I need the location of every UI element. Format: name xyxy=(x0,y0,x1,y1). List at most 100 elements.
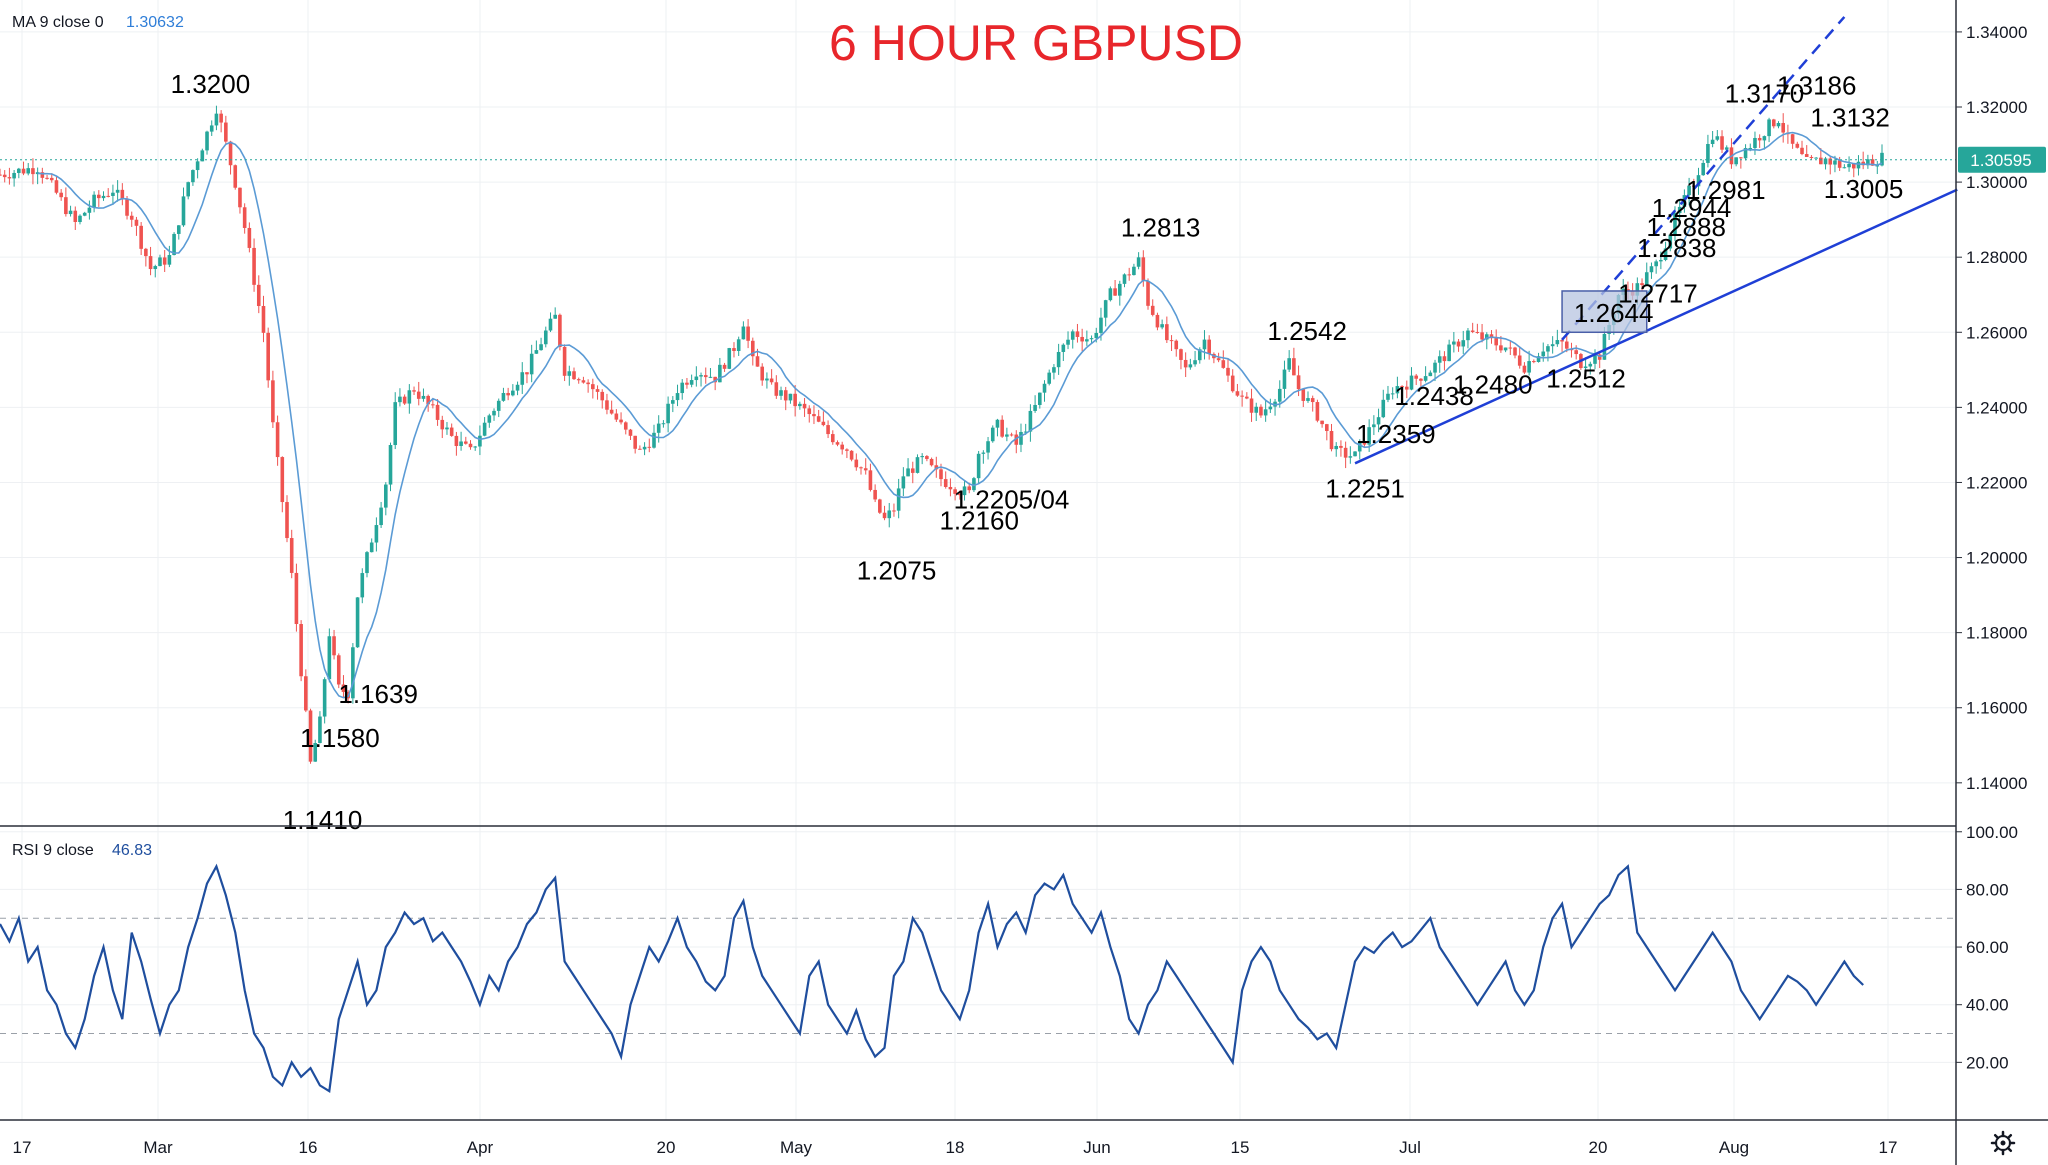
candle-body xyxy=(755,356,760,367)
candle-body xyxy=(1155,314,1160,328)
candle-body xyxy=(261,306,266,333)
candle-body xyxy=(915,457,920,473)
candle-body xyxy=(553,314,557,319)
candle-body xyxy=(445,427,449,430)
grid xyxy=(0,0,1956,1120)
ma-legend-value: 1.30632 xyxy=(126,14,184,31)
candle-body xyxy=(1122,274,1127,284)
candle-body xyxy=(468,443,473,448)
candle-body xyxy=(840,444,844,450)
candle-body xyxy=(285,502,289,539)
candle-body xyxy=(605,400,609,410)
candle-body xyxy=(299,624,303,677)
candle-body xyxy=(821,421,826,426)
candle-body xyxy=(689,380,694,385)
chart-title: 6 HOUR GBPUSD xyxy=(829,15,1243,71)
candle-body xyxy=(233,165,238,188)
price-tick-label: 1.20000 xyxy=(1966,549,2027,568)
candle-body xyxy=(1014,434,1019,445)
candle-body xyxy=(1814,157,1818,159)
candle-body xyxy=(111,192,115,196)
candle-body xyxy=(1437,356,1442,363)
price-annotation: 1.3200 xyxy=(171,69,251,99)
candle-body xyxy=(1306,398,1310,401)
candle-body xyxy=(1070,331,1075,340)
candle-body xyxy=(242,207,247,228)
candle-body xyxy=(1066,339,1070,345)
candle-body xyxy=(1734,157,1738,165)
candle-body xyxy=(1146,281,1150,306)
candle-body xyxy=(543,330,548,345)
candle-body xyxy=(1771,119,1776,127)
candle-body xyxy=(1701,162,1706,176)
candle-body xyxy=(967,486,972,491)
candle-body xyxy=(1423,376,1428,381)
trendline-solid xyxy=(1354,188,1958,465)
candle-body xyxy=(1602,333,1607,360)
rsi-tick-label: 40.00 xyxy=(1966,996,2009,1015)
candle-body xyxy=(379,507,383,526)
price-annotation: 1.2888 xyxy=(1646,212,1726,242)
candle-body xyxy=(1132,266,1136,276)
candles xyxy=(0,105,1884,764)
candle-body xyxy=(939,469,943,480)
candle-body xyxy=(1795,143,1800,148)
candle-body xyxy=(106,195,111,197)
candle-body xyxy=(1136,257,1141,267)
candle-body xyxy=(892,510,896,512)
candle-body xyxy=(1395,386,1400,394)
candle-body xyxy=(699,375,703,377)
last-price-tag-text: 1.30595 xyxy=(1970,151,2031,170)
candle-body xyxy=(1230,375,1235,392)
candle-body xyxy=(1117,283,1122,296)
candle-body xyxy=(873,489,877,500)
trendlines xyxy=(1354,16,1958,465)
ma-line xyxy=(37,131,1883,699)
candle-body xyxy=(238,187,242,208)
candle-body xyxy=(520,372,525,385)
candle-body xyxy=(548,318,553,331)
candle-body xyxy=(995,419,1000,428)
candle-body xyxy=(219,113,223,123)
candle-body xyxy=(1390,393,1395,395)
candle-body xyxy=(1790,134,1795,144)
candle-body xyxy=(125,199,129,216)
candle-body xyxy=(172,233,176,256)
candle-body xyxy=(1696,175,1701,187)
candle-body xyxy=(209,125,214,132)
price-tick-label: 1.34000 xyxy=(1966,23,2027,42)
candle-body xyxy=(266,332,270,381)
candle-body xyxy=(1038,392,1042,405)
time-tick-label: 20 xyxy=(1589,1138,1608,1157)
candle-body xyxy=(1254,406,1259,413)
candle-body xyxy=(1470,330,1475,332)
candle-body xyxy=(68,210,73,215)
candle-body xyxy=(619,419,623,423)
candle-body xyxy=(1593,354,1597,364)
candle-body xyxy=(515,384,520,391)
candle-body xyxy=(402,396,407,404)
candle-body xyxy=(558,314,562,347)
candle-body xyxy=(120,189,125,200)
candle-body xyxy=(1165,324,1169,341)
candle-body xyxy=(972,478,976,491)
time-tick-label: Jul xyxy=(1399,1138,1421,1157)
gear-icon[interactable] xyxy=(1990,1130,2016,1156)
rsi-legend-label: RSI 9 close xyxy=(12,842,94,859)
candle-body xyxy=(1197,349,1202,361)
candle-body xyxy=(332,636,336,656)
candle-body xyxy=(623,422,628,430)
candle-body xyxy=(351,647,355,699)
candle-body xyxy=(1748,147,1753,149)
candle-body xyxy=(1466,330,1470,341)
candle-body xyxy=(1583,366,1588,369)
candle-body xyxy=(1193,360,1197,365)
time-tick-label: 20 xyxy=(657,1138,676,1157)
candle-body xyxy=(1221,360,1226,368)
candle-body xyxy=(887,510,892,519)
candle-body xyxy=(1776,123,1781,127)
candle-body xyxy=(459,441,463,447)
candle-body xyxy=(732,348,736,351)
candle-body xyxy=(1532,361,1536,363)
candle-body xyxy=(511,390,515,396)
